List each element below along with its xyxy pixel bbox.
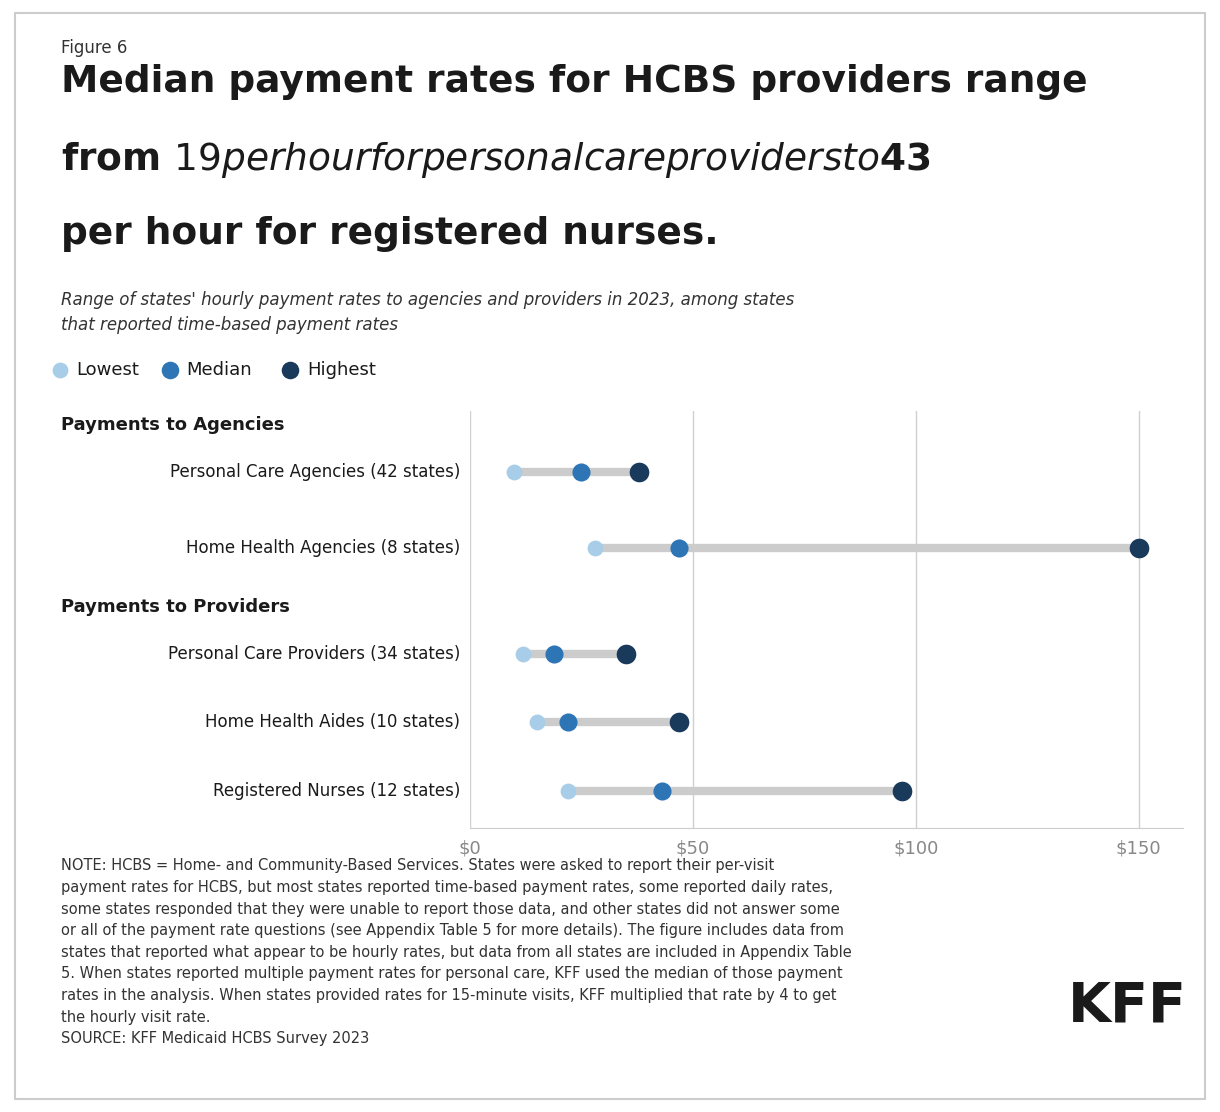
Point	[651, 782, 671, 800]
Point	[616, 645, 636, 663]
Text: Home Health Agencies (8 states): Home Health Agencies (8 states)	[185, 539, 460, 557]
Point	[558, 782, 577, 800]
Point	[571, 464, 590, 481]
Point	[1128, 539, 1148, 557]
Point	[281, 361, 300, 379]
Point	[893, 782, 913, 800]
Point	[505, 464, 525, 481]
Point	[514, 645, 533, 663]
Point	[584, 539, 604, 557]
Text: NOTE: HCBS = Home- and Community-Based Services. States were asked to report the: NOTE: HCBS = Home- and Community-Based S…	[61, 858, 852, 1046]
Text: Figure 6: Figure 6	[61, 39, 127, 57]
Text: Median: Median	[185, 361, 251, 379]
Point	[670, 714, 689, 732]
Text: Range of states' hourly payment rates to agencies and providers in 2023, among s: Range of states' hourly payment rates to…	[61, 291, 794, 335]
Point	[544, 645, 564, 663]
Text: Highest: Highest	[307, 361, 376, 379]
Text: Home Health Aides (10 states): Home Health Aides (10 states)	[205, 713, 460, 732]
Text: Personal Care Providers (34 states): Personal Care Providers (34 states)	[167, 645, 460, 663]
Text: from $19 per hour for personal care providers to $43: from $19 per hour for personal care prov…	[61, 140, 931, 180]
Text: Payments to Agencies: Payments to Agencies	[61, 416, 284, 434]
Point	[50, 361, 70, 379]
Text: Lowest: Lowest	[76, 361, 139, 379]
Point	[630, 464, 649, 481]
Point	[160, 361, 179, 379]
Text: Personal Care Agencies (42 states): Personal Care Agencies (42 states)	[170, 463, 460, 481]
Point	[670, 539, 689, 557]
Text: Registered Nurses (12 states): Registered Nurses (12 states)	[212, 782, 460, 800]
Text: KFF: KFF	[1068, 980, 1187, 1033]
Text: Median payment rates for HCBS providers range: Median payment rates for HCBS providers …	[61, 64, 1087, 100]
Text: Payments to Providers: Payments to Providers	[61, 598, 290, 616]
Point	[558, 714, 577, 732]
Text: per hour for registered nurses.: per hour for registered nurses.	[61, 216, 719, 251]
Point	[527, 714, 547, 732]
